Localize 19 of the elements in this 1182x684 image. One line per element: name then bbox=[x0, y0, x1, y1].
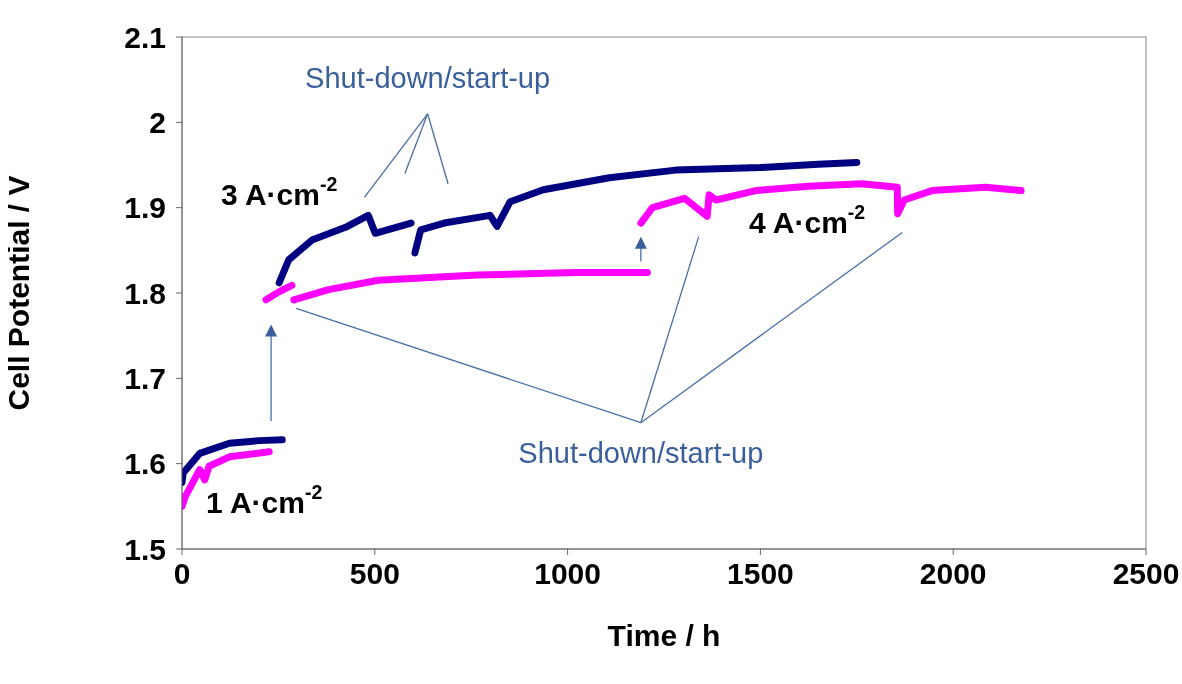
annotation: Shut-down/start-up bbox=[518, 436, 764, 469]
annotation: 4 A·cm$^{-2}$ bbox=[748, 200, 866, 239]
x-tick-label: 500 bbox=[349, 557, 400, 591]
y-tick-label: 2.1 bbox=[124, 20, 166, 54]
y-tick-label: 1.6 bbox=[124, 447, 166, 481]
x-axis-title: Time / h bbox=[607, 619, 721, 652]
y-tick-label: 1.5 bbox=[124, 532, 166, 566]
x-tick-label: 0 bbox=[173, 557, 191, 591]
y-tick-label: 1.8 bbox=[124, 276, 166, 310]
annotation: Shut-down/start-up bbox=[305, 61, 551, 94]
y-tick-label: 2 bbox=[149, 105, 166, 139]
x-tick-label: 2000 bbox=[919, 557, 987, 591]
annotation: 3 A·cm$^{-2}$ bbox=[221, 172, 338, 211]
y-tick-label: 1.9 bbox=[124, 191, 166, 225]
x-tick-label: 1000 bbox=[534, 557, 601, 591]
x-tick-label: 1500 bbox=[727, 557, 794, 591]
y-tick-label: 1.7 bbox=[124, 361, 166, 395]
x-tick-label: 2500 bbox=[1112, 557, 1180, 591]
annotation: 1 A·cm$^{-2}$ bbox=[206, 480, 323, 519]
